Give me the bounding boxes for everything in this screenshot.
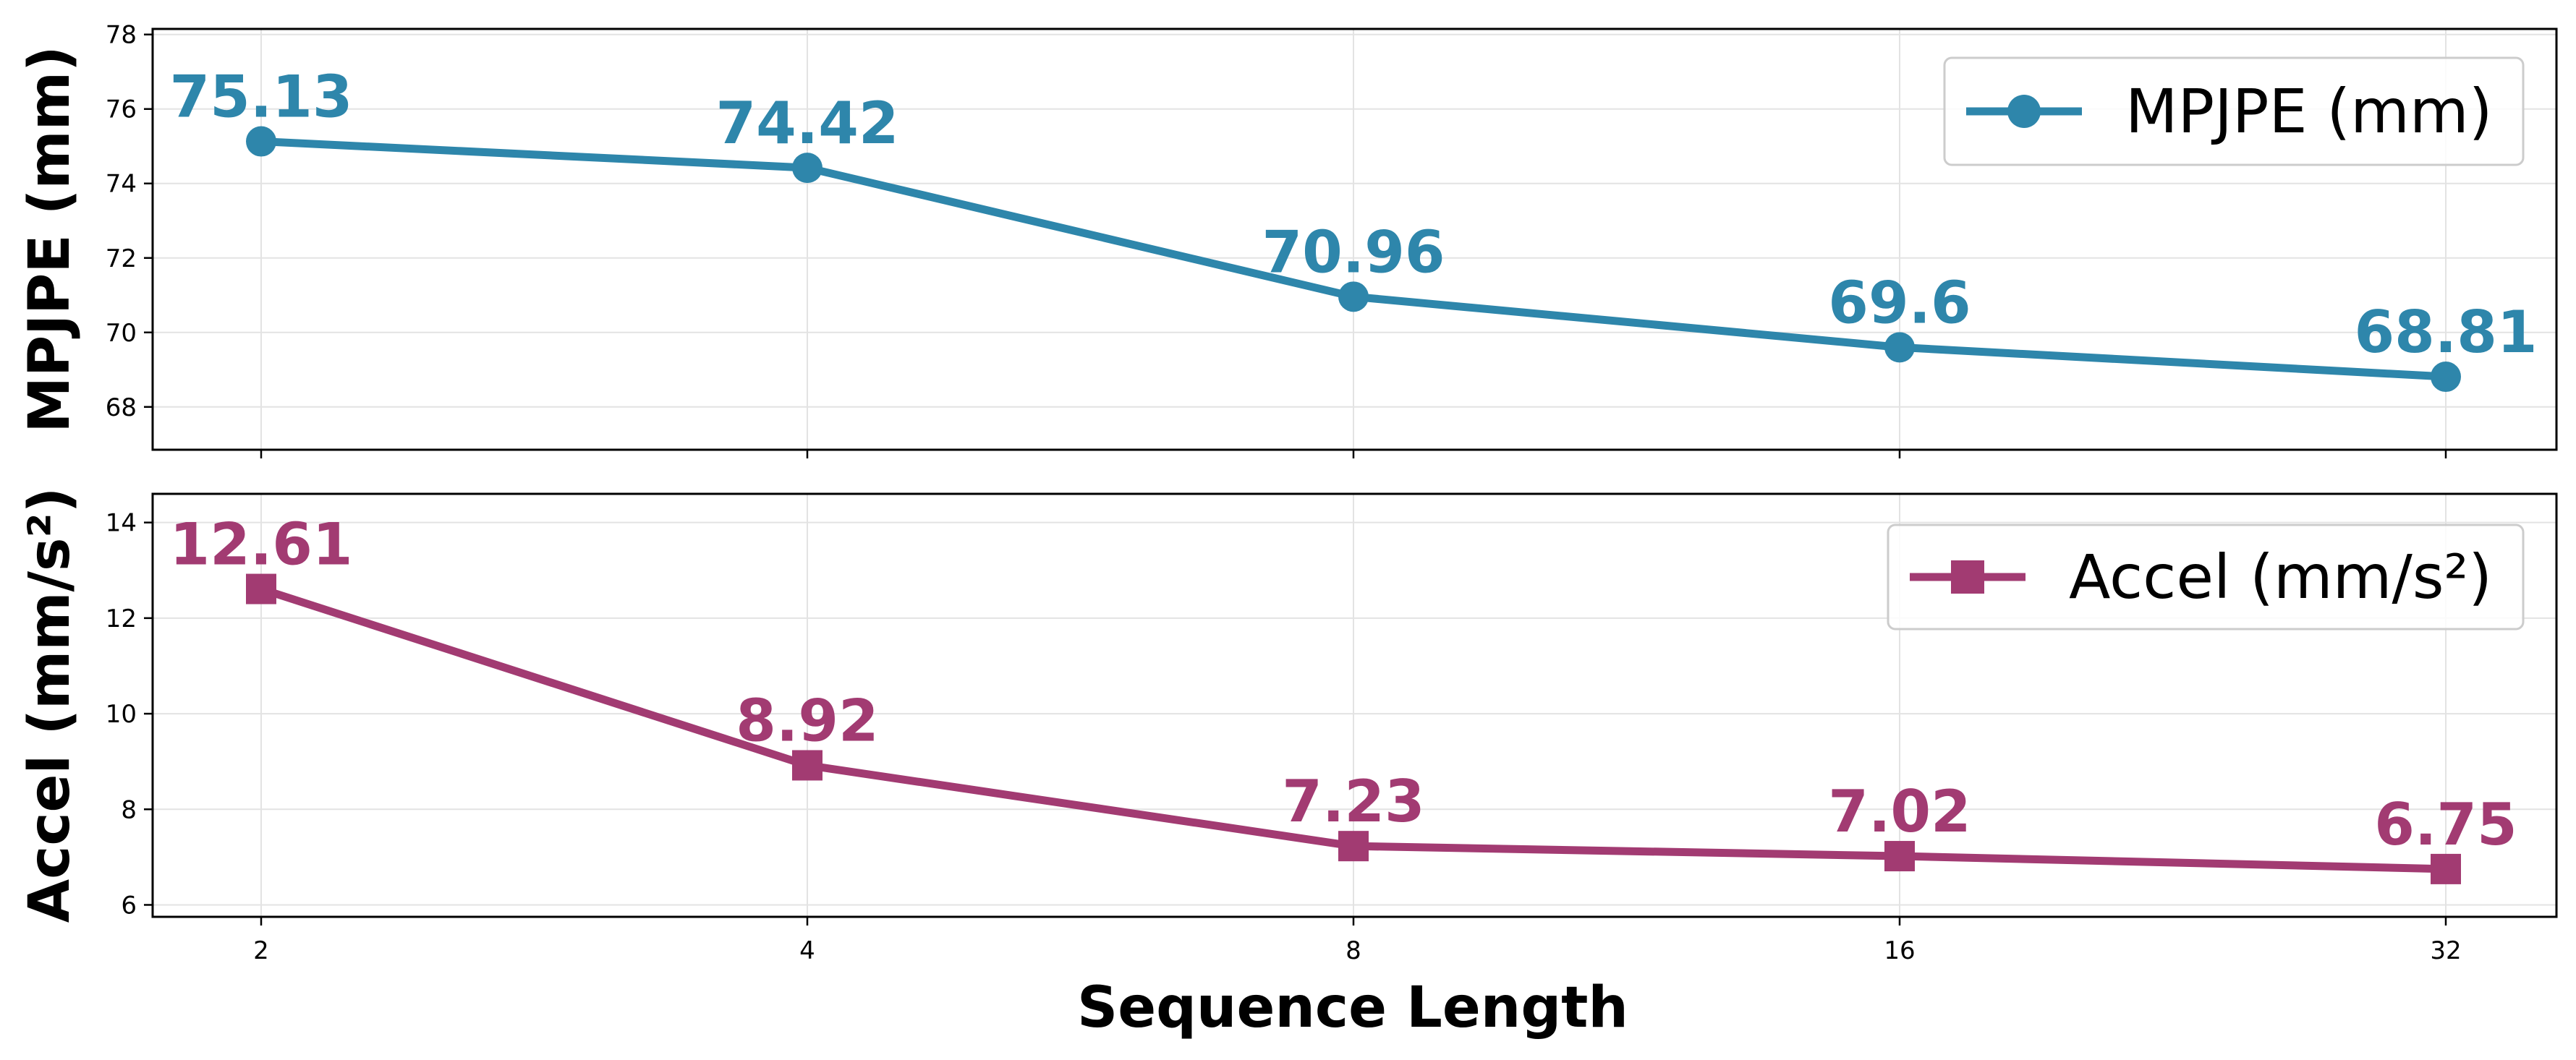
data-label: 68.81 — [2354, 299, 2537, 366]
data-point — [1884, 841, 1915, 872]
data-point — [792, 153, 822, 184]
data-label: 6.75 — [2374, 791, 2517, 858]
data-label: 7.23 — [1282, 768, 1424, 835]
data-point — [2431, 362, 2461, 393]
data-point — [246, 573, 276, 604]
x-tick-label: 8 — [1346, 936, 1361, 965]
data-label: 69.6 — [1828, 269, 1971, 336]
y-tick-label: 10 — [106, 700, 137, 729]
y-tick-label: 72 — [106, 244, 137, 273]
data-point — [1884, 332, 1915, 363]
legend-marker — [2007, 95, 2041, 128]
legend: Accel (mm/s²) — [1887, 523, 2525, 631]
y-tick-label: 14 — [106, 509, 137, 538]
data-label: 8.92 — [736, 687, 878, 754]
axes-frame — [151, 492, 2558, 918]
data-point — [2431, 853, 2461, 884]
data-point — [1338, 281, 1369, 312]
y-tick-label: 78 — [106, 21, 137, 50]
y-tick-label: 74 — [106, 170, 137, 199]
y-tick-label: 70 — [106, 319, 137, 348]
y-tick-label: 12 — [106, 604, 137, 633]
data-point — [246, 126, 276, 157]
x-tick-label: 16 — [1884, 936, 1915, 965]
data-point — [1338, 831, 1369, 862]
axes-frame — [151, 27, 2558, 451]
data-label: 12.61 — [169, 511, 352, 578]
x-tick-label: 2 — [253, 936, 269, 965]
mpjpe-panel: 68 70 72 74 76 78 75.13 74.42 70.96 69.6 68.81 MPJP… — [17, 21, 2558, 458]
legend: MPJPE (mm) — [1943, 56, 2525, 166]
y-tick-label: 6 — [121, 891, 137, 920]
x-axis-label: Sequence Length — [1077, 975, 1628, 1040]
data-label: 7.02 — [1828, 778, 1971, 845]
x-tick-label: 32 — [2430, 936, 2461, 965]
y-tick-label: 76 — [106, 95, 137, 124]
data-point — [792, 750, 822, 781]
y-tick-label: 8 — [121, 795, 137, 824]
data-label: 74.42 — [715, 90, 898, 157]
legend-label: MPJPE (mm) — [2125, 76, 2493, 147]
data-label: 70.96 — [1262, 218, 1445, 286]
data-label: 75.13 — [169, 64, 352, 131]
legend-marker — [1951, 560, 1984, 594]
y-axis-label: Accel (mm/s²) — [17, 487, 82, 923]
x-tick-label: 4 — [799, 936, 815, 965]
accel-panel: 6 8 10 12 14 2 4 8 16 32 12.61 8.92 7.23 7.02 6.75 Acce… — [17, 487, 2558, 965]
y-tick-label: 68 — [106, 393, 137, 422]
legend-label: Accel (mm/s²) — [2069, 542, 2492, 612]
y-axis-label: MPJPE (mm) — [17, 46, 82, 432]
